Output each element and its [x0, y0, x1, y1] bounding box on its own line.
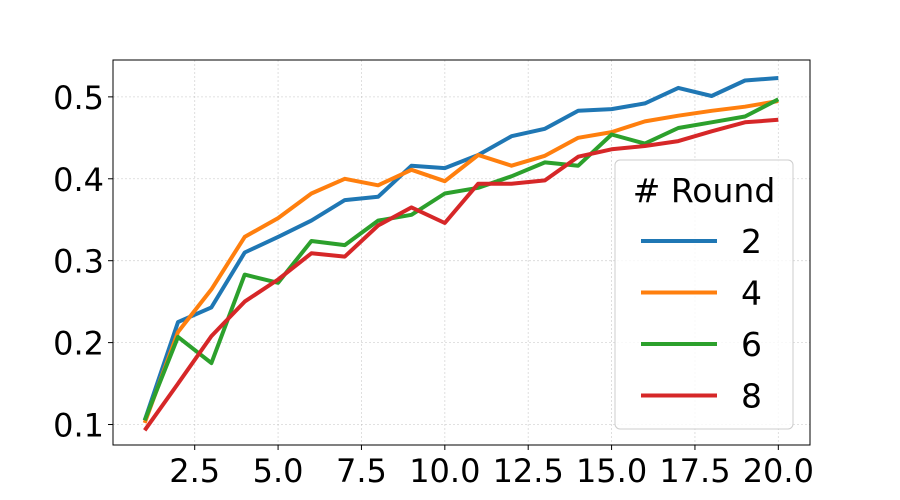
y-tick-label: 0.2 [53, 325, 104, 363]
legend-entries: 2 4 6 8 [641, 222, 762, 416]
x-tick-label: 7.5 [336, 452, 387, 490]
series-line-2 [142, 76, 779, 422]
x-tick-label: 5.0 [253, 452, 304, 490]
x-tick-label: 2.5 [169, 452, 220, 490]
legend-label-6: 6 [741, 325, 762, 364]
plot-series [142, 76, 780, 432]
y-tick-label: 0.4 [53, 161, 104, 199]
x-tick-label: 17.5 [659, 452, 730, 490]
y-axis: 0.1 0.2 0.3 0.4 0.5 [53, 79, 113, 445]
x-tick-label: 12.5 [493, 452, 564, 490]
series-line-4 [142, 99, 779, 424]
x-tick-label: 10.0 [409, 452, 480, 490]
x-axis: 2.5 5.0 7.5 10.0 12.5 15.0 17.5 20.0 [169, 445, 814, 490]
y-tick-label: 0.5 [53, 79, 104, 117]
legend: # Round 2 4 6 8 [614, 159, 794, 430]
series-line-6 [142, 97, 780, 422]
legend-label-2: 2 [741, 222, 762, 261]
legend-label-4: 4 [741, 274, 762, 313]
y-tick-label: 0.1 [53, 407, 104, 445]
x-tick-label: 20.0 [743, 452, 814, 490]
axes-frame [112, 59, 811, 446]
legend-title: # Round [633, 171, 776, 210]
x-tick-label: 15.0 [576, 452, 647, 490]
series-line-8 [143, 117, 779, 432]
y-tick-label: 0.3 [53, 243, 104, 281]
legend-label-8: 8 [741, 377, 762, 416]
